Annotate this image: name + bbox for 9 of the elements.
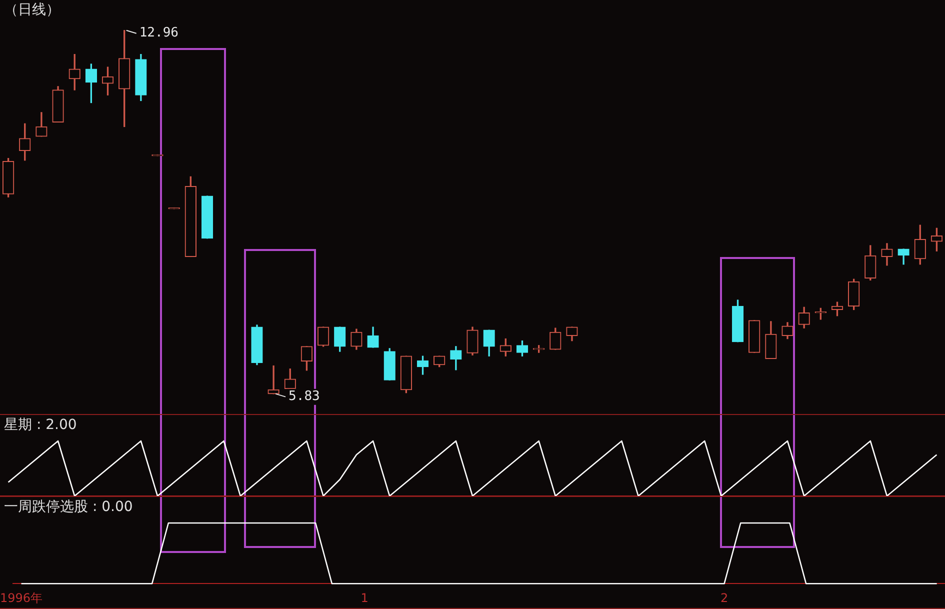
x-tick-label: 1996年 [0,590,43,605]
chart-title: （日线） [4,1,60,19]
x-tick-label: 1 [360,590,368,605]
annotation: 12.96 [139,26,178,41]
annotation: 5.83 [288,389,320,404]
chart-title: 星期 : 2.00 [4,416,77,434]
chart-title: 一周跌停选股 : 0.00 [4,498,133,516]
candlestick [268,365,280,394]
x-tick-label: 2 [720,590,728,605]
